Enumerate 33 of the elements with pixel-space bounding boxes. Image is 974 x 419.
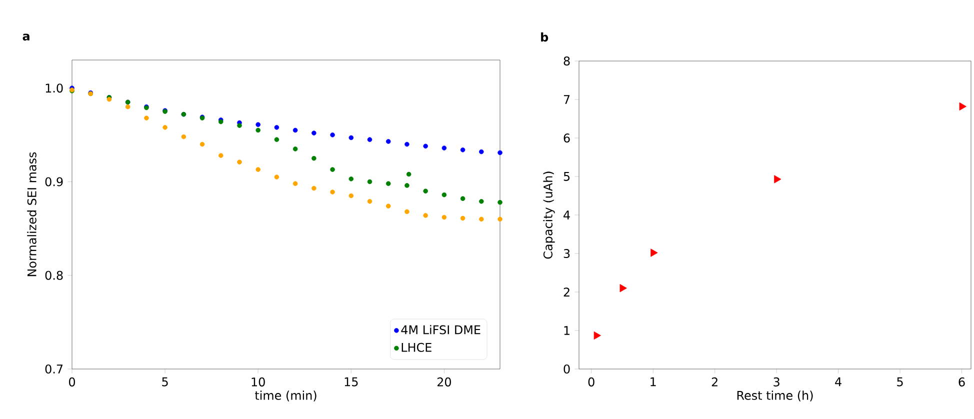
y-axis-title: Capacity (uAh) [543, 172, 555, 259]
y-tick-label: 6 [564, 133, 570, 143]
legend-label: 4M LiFSI DME [401, 325, 480, 334]
y-axis-title: Normalized SEI mass [27, 152, 36, 276]
y-tick-label: 3 [564, 248, 570, 258]
x-tick-label: 2 [712, 377, 718, 386]
x-tick-label: 6 [958, 377, 965, 386]
x-tick-label: 0 [588, 377, 594, 386]
x-tick-label: 3 [774, 377, 780, 386]
y-tick-label: 1 [564, 326, 570, 335]
y-tick-label: 2 [564, 288, 570, 296]
chart-title: a [22, 34, 30, 41]
x-tick-label: 10 [252, 377, 265, 386]
y-tick-label: 0 [564, 364, 570, 374]
y-tick-label: 0.9 [45, 177, 63, 186]
y-tick-label: 0.8 [45, 270, 63, 280]
x-tick-label: 5 [162, 377, 168, 386]
y-tick-label: 7 [564, 95, 570, 104]
x-tick-label: 1 [650, 377, 656, 386]
chart-title: b [541, 32, 548, 42]
x-tick-label: 5 [897, 377, 903, 386]
y-tick-label: 4 [564, 210, 570, 220]
x-axis-title: Rest time (h) [737, 390, 813, 402]
x-tick-label: 15 [344, 377, 358, 386]
x-axis-title: time (min) [254, 390, 316, 402]
x-tick-label: 4 [835, 377, 842, 386]
y-tick-label: 1.0 [46, 84, 63, 93]
y-tick-label: 8 [564, 56, 570, 66]
legend-label: LHCE [402, 342, 432, 352]
y-tick-label: 0.7 [45, 364, 63, 374]
x-tick-label: 20 [437, 377, 451, 386]
y-tick-label: 5 [564, 172, 570, 181]
x-tick-label: 0 [68, 377, 76, 386]
